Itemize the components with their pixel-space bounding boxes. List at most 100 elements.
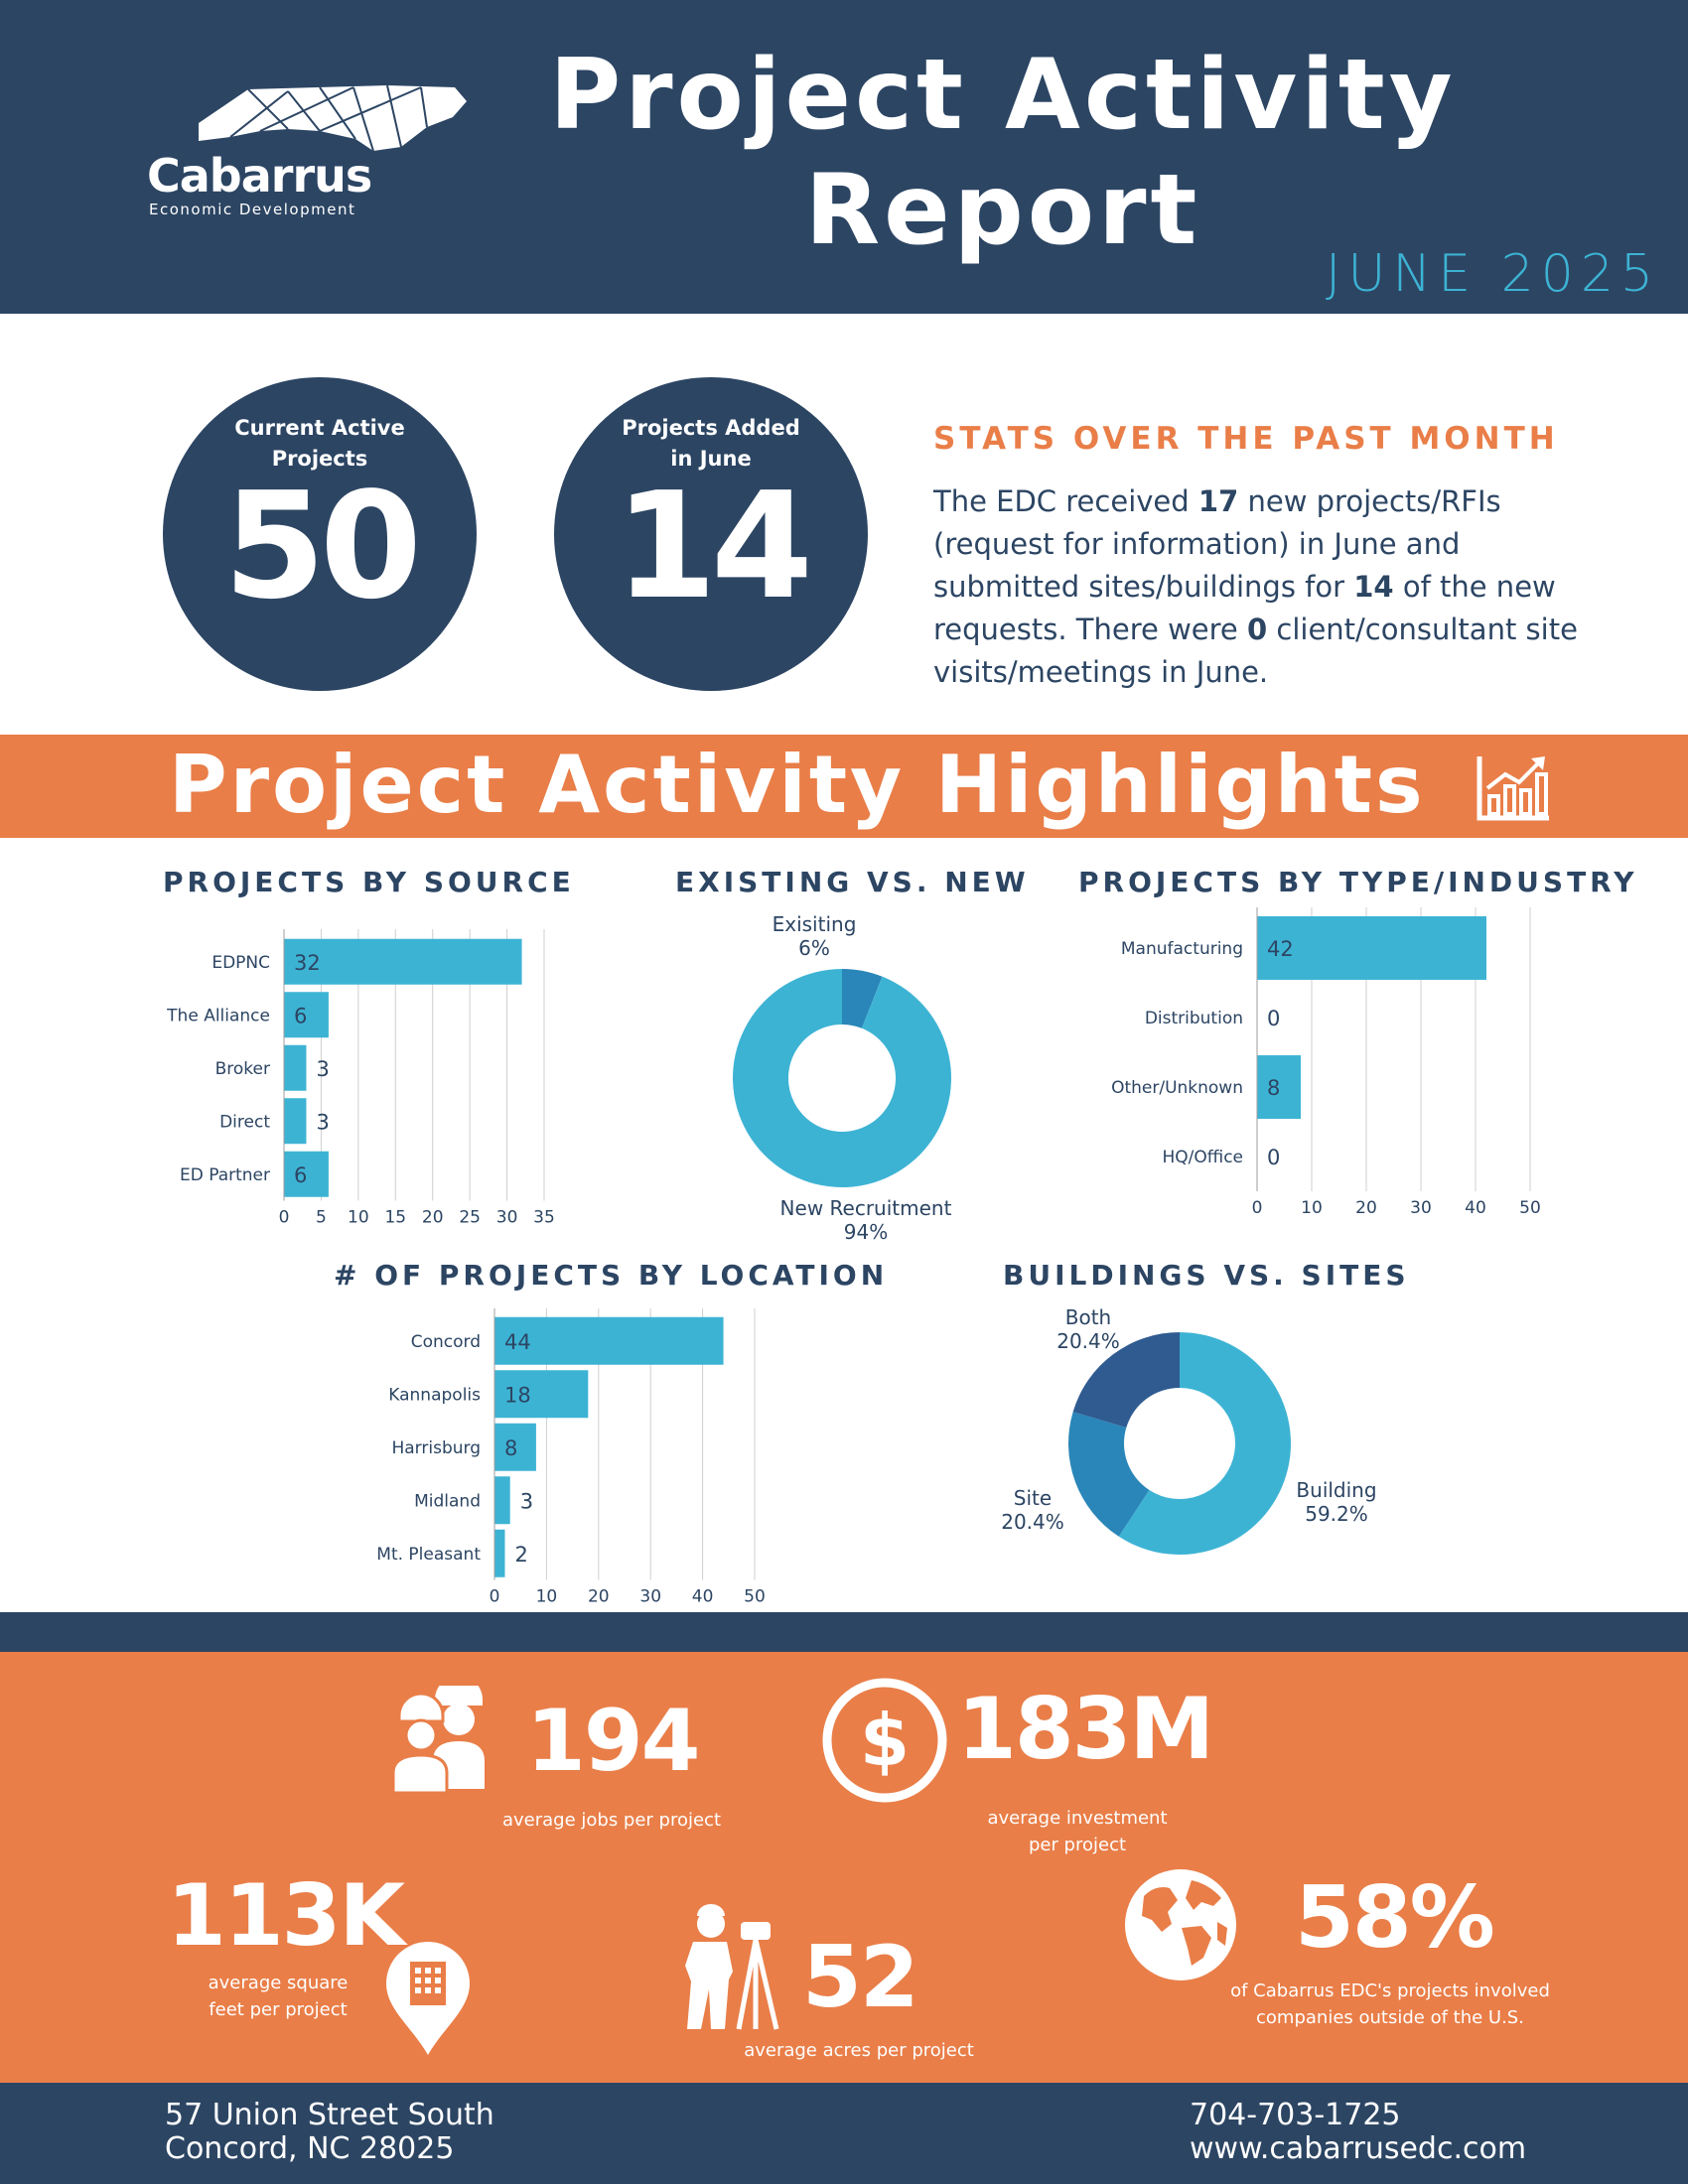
x-tick-label: 0 bbox=[490, 1587, 500, 1607]
footer-address-1: 57 Union Street South bbox=[165, 2098, 494, 2132]
slice-label: Both bbox=[1065, 1305, 1111, 1329]
investment-value: 183M bbox=[957, 1680, 1214, 1779]
category-label: HQ/Office bbox=[1162, 1148, 1243, 1167]
investment-caption-1: average investment bbox=[987, 1808, 1168, 1829]
page-title: Project Activity Report bbox=[496, 38, 1509, 268]
kpi-active-projects: Current Active Projects 50 bbox=[163, 377, 477, 691]
slice bbox=[1068, 1412, 1150, 1537]
slice-percent: 94% bbox=[844, 1220, 888, 1243]
stats-text-4: client/consultant site visits/meetings i… bbox=[933, 613, 1578, 689]
logo-name: Cabarrus bbox=[147, 149, 372, 203]
acres-caption: average acres per project bbox=[744, 2040, 974, 2061]
acres-value: 52 bbox=[802, 1928, 919, 2027]
highlights-banner: Project Activity Highlights bbox=[0, 735, 1688, 838]
report-month: JUNE 2025 bbox=[1325, 244, 1660, 304]
slice-percent: 20.4% bbox=[1001, 1510, 1064, 1534]
kpi-active-label-1: Current Active bbox=[234, 416, 405, 440]
bar bbox=[494, 1476, 510, 1525]
slice-percent: 20.4% bbox=[1056, 1329, 1120, 1353]
sqft-value: 113K bbox=[167, 1866, 405, 1966]
title-projects-by-location: # OF PROJECTS BY LOCATION bbox=[334, 1259, 889, 1292]
jobs-caption: average jobs per project bbox=[501, 1810, 722, 1831]
footer: 57 Union Street South Concord, NC 28025 … bbox=[0, 2083, 1688, 2184]
footer-phone[interactable]: 704-703-1725 bbox=[1190, 2098, 1401, 2132]
slice-percent: 6% bbox=[798, 936, 830, 960]
bar bbox=[1257, 916, 1486, 980]
x-tick-label: 20 bbox=[1355, 1198, 1377, 1218]
chart-projects-by-type: 0 10 20 30 40 50 Manufacturing 42 Distribution 0 O… bbox=[1111, 907, 1541, 1218]
bar bbox=[1257, 1055, 1301, 1119]
category-label: Mt. Pleasant bbox=[376, 1545, 481, 1565]
stats-submitted: 14 bbox=[1353, 570, 1394, 604]
intl-value: 58% bbox=[1295, 1868, 1495, 1968]
x-tick-label: 20 bbox=[422, 1208, 444, 1228]
intl-caption: of Cabarrus EDC's projects involved comp… bbox=[1182, 1978, 1599, 2031]
x-tick-label: 20 bbox=[588, 1587, 610, 1607]
bar bbox=[284, 1151, 329, 1197]
slice bbox=[1072, 1332, 1180, 1429]
x-tick-label: 30 bbox=[639, 1587, 661, 1607]
bar bbox=[494, 1370, 589, 1419]
intl-caption-1: of Cabarrus EDC's projects involved bbox=[1230, 1980, 1550, 2001]
slice-label: New Recruitment bbox=[780, 1196, 952, 1220]
x-tick-label: 40 bbox=[1465, 1198, 1486, 1218]
data-label: 44 bbox=[504, 1330, 531, 1354]
x-tick-label: 40 bbox=[692, 1587, 714, 1607]
intl-caption-2: companies outside of the U.S. bbox=[1256, 2007, 1524, 2028]
stats-paragraph: The EDC received 17 new projects/RFIs (r… bbox=[933, 480, 1589, 694]
kpi-added-label: Projects Added in June bbox=[554, 413, 868, 475]
bar bbox=[494, 1529, 505, 1577]
slice bbox=[1118, 1332, 1291, 1555]
title-existing-vs-new: EXISTING VS. NEW bbox=[675, 866, 1030, 898]
title-projects-by-type: PROJECTS BY TYPE/INDUSTRY bbox=[1078, 866, 1638, 898]
slice-label: Exisiting bbox=[773, 912, 857, 936]
title-line-2: Report bbox=[804, 154, 1201, 267]
header: Cabarrus Economic Development Project Ac… bbox=[0, 0, 1688, 314]
sqft-caption: average square feet per project bbox=[189, 1970, 367, 2023]
kpi-active-label: Current Active Projects bbox=[163, 413, 477, 475]
kpi-added-value: 14 bbox=[615, 461, 813, 631]
logo: Cabarrus Economic Development bbox=[139, 84, 477, 226]
x-tick-label: 50 bbox=[1519, 1198, 1541, 1218]
bar bbox=[284, 992, 329, 1038]
stats-new-projects: 17 bbox=[1197, 484, 1239, 518]
data-label: 3 bbox=[520, 1489, 533, 1513]
footer-contact: 704-703-1725 www.cabarrusedc.com bbox=[1190, 2099, 1526, 2166]
footer-website[interactable]: www.cabarrusedc.com bbox=[1190, 2131, 1527, 2166]
data-label: 2 bbox=[514, 1543, 527, 1567]
bottom-divider bbox=[0, 1612, 1688, 1652]
investment-caption: average investment per project bbox=[953, 1805, 1201, 1858]
data-label: 3 bbox=[316, 1110, 329, 1134]
stats-text-3: of the new requests. There were bbox=[933, 570, 1556, 646]
x-tick-label: 35 bbox=[533, 1208, 555, 1228]
category-label: EDPNC bbox=[211, 953, 270, 973]
category-label: ED Partner bbox=[180, 1165, 270, 1185]
x-tick-label: 10 bbox=[348, 1208, 369, 1228]
highlights-title: Project Activity Highlights bbox=[169, 739, 1426, 831]
slice-label: Site bbox=[1014, 1486, 1052, 1510]
jobs-value: 194 bbox=[526, 1692, 701, 1791]
svg-text:$: $ bbox=[860, 1699, 910, 1782]
category-label: Midland bbox=[414, 1491, 481, 1511]
stats-title: STATS OVER THE PAST MONTH bbox=[933, 421, 1559, 457]
data-label: 6 bbox=[294, 1163, 307, 1187]
kpi-active-value: 50 bbox=[223, 461, 422, 631]
data-label: 32 bbox=[294, 951, 321, 975]
footer-address-2: Concord, NC 28025 bbox=[165, 2131, 455, 2166]
x-tick-label: 15 bbox=[384, 1208, 406, 1228]
stats-visits: 0 bbox=[1246, 613, 1268, 646]
bottom-stats: 194 average jobs per project $ 183M aver… bbox=[0, 1612, 1688, 2083]
stats-text-1: The EDC received bbox=[933, 484, 1198, 518]
bar bbox=[284, 938, 522, 985]
x-tick-label: 50 bbox=[744, 1587, 766, 1607]
x-tick-label: 0 bbox=[279, 1208, 290, 1228]
kpi-projects-added: Projects Added in June 14 bbox=[554, 377, 868, 691]
x-tick-label: 30 bbox=[1410, 1198, 1432, 1218]
category-label: Other/Unknown bbox=[1111, 1078, 1243, 1098]
x-tick-label: 30 bbox=[496, 1208, 518, 1228]
bar bbox=[284, 1044, 307, 1091]
title-buildings-vs-sites: BUILDINGS VS. SITES bbox=[1003, 1259, 1410, 1292]
title-line-1: Project Activity bbox=[549, 39, 1457, 152]
category-label: Manufacturing bbox=[1121, 939, 1243, 959]
